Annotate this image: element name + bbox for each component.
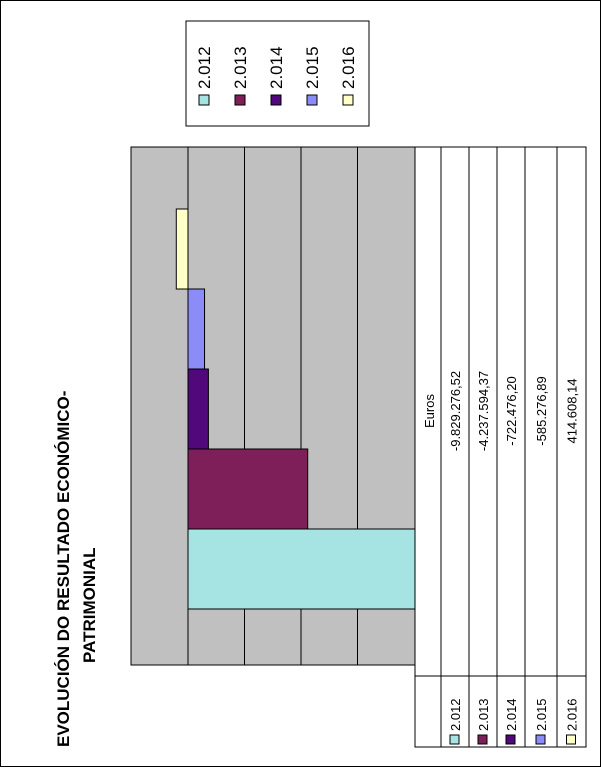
table-swatch-2.012 xyxy=(449,734,460,745)
table-category-2.014: 2.014 xyxy=(504,698,519,731)
legend-label-2.015: 2.015 xyxy=(303,46,322,89)
table-category-2.013: 2.013 xyxy=(476,698,491,731)
chart-title-line-1: EVOLUCIÓN DO RESULTADO ECONÓMICO- xyxy=(54,391,73,747)
table-value-2.013: -4.237.594,37 xyxy=(476,371,491,451)
table-swatch-2.014 xyxy=(505,734,516,745)
legend-swatch-2.012 xyxy=(198,94,210,106)
table-category-2.016: 2.016 xyxy=(565,698,580,731)
legend-label-2.016: 2.016 xyxy=(339,46,358,89)
legend: 2.012 2.013 2.014 2.015 2.016 xyxy=(195,46,358,106)
table-value-2.016: 414.608,14 xyxy=(565,378,580,443)
chart-title-line-2: PATRIMONIAL xyxy=(80,547,99,663)
series-label: Euros xyxy=(422,394,437,428)
legend-label-2.014: 2.014 xyxy=(267,46,286,89)
table-swatch-2.015 xyxy=(535,734,546,745)
legend-swatch-2.013 xyxy=(234,94,246,106)
data-table: Euros 2.012 -9.829.276,52 2.013 -4.237.594,3… xyxy=(414,146,587,748)
table-swatch-2.013 xyxy=(477,734,488,745)
legend-swatch-2.015 xyxy=(306,94,318,106)
bar-2.016 xyxy=(175,208,189,290)
table-value-2.012: -9.829.276,52 xyxy=(448,371,463,451)
legend-label-2.012: 2.012 xyxy=(195,46,214,89)
bar-2.015 xyxy=(187,288,206,370)
table-category-2.012: 2.012 xyxy=(448,698,463,731)
table-category-2.015: 2.015 xyxy=(534,698,549,731)
legend-label-2.013: 2.013 xyxy=(231,46,250,89)
legend-swatch-2.014 xyxy=(270,94,282,106)
legend-box xyxy=(185,20,370,127)
bar-2.013 xyxy=(187,448,309,530)
legend-swatch-2.016 xyxy=(342,94,354,106)
table-swatch-2.016 xyxy=(566,734,576,745)
table-value-2.014: -722.476,20 xyxy=(504,376,519,445)
table-value-2.015: -585.276,89 xyxy=(534,376,549,445)
bar-2.014 xyxy=(187,368,209,450)
